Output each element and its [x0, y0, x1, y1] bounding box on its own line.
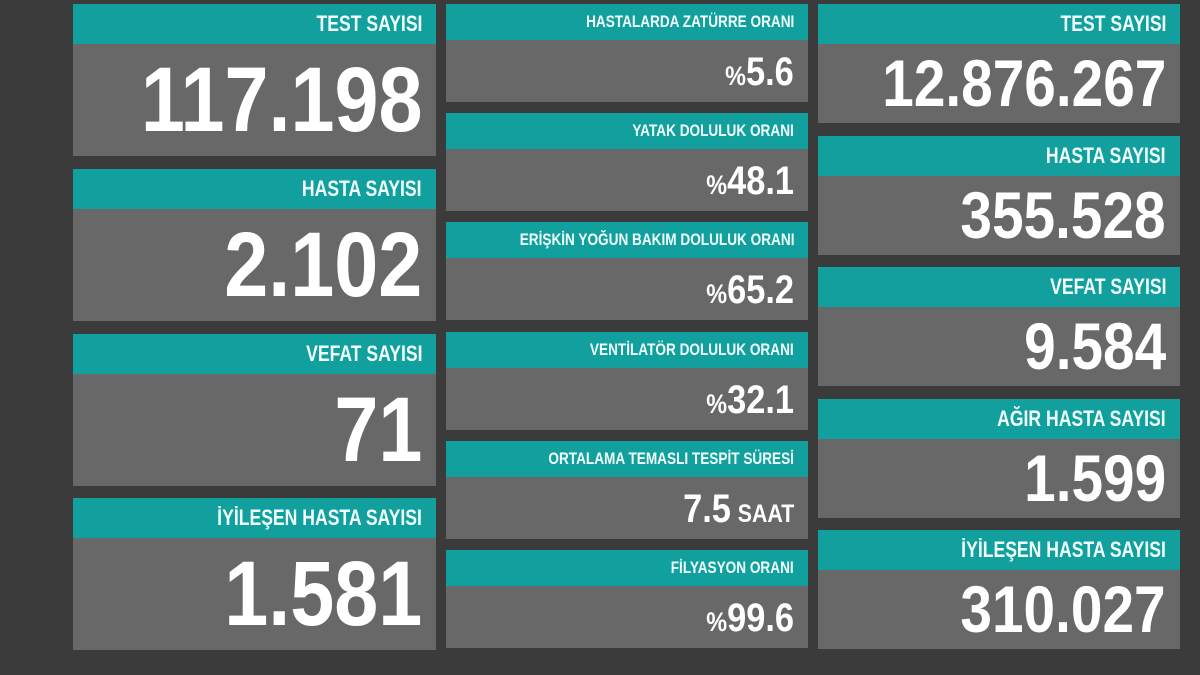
card-label: AĞIR HASTA SAYISI — [997, 406, 1166, 431]
card-value: %48.1 — [706, 161, 794, 201]
card-header: VEFAT SAYISI — [73, 334, 436, 374]
card-header: ERİŞKİN YOĞUN BAKIM DOLULUK ORANI — [446, 222, 808, 258]
value-unit: SAAT — [737, 501, 794, 528]
card-header: ORTALAMA TEMASLI TESPİT SÜRESİ — [446, 441, 808, 477]
card-value: 2.102 — [224, 219, 422, 311]
card-value: %99.6 — [706, 598, 794, 638]
daily-card: HASTA SAYISI 2.102 — [73, 169, 436, 321]
card-label: VEFAT SAYISI — [1049, 274, 1166, 299]
value-number: 1.581 — [223, 543, 422, 645]
value-number: 2.102 — [223, 214, 422, 316]
card-value: 355.528 — [961, 182, 1166, 248]
totals-card: VEFAT SAYISI 9.584 — [818, 267, 1180, 386]
rates-card: FİLYASYON ORANI %99.6 — [446, 550, 808, 648]
value-number: 117.198 — [140, 49, 422, 151]
card-label: TEST SAYISI — [316, 11, 422, 36]
card-header: YATAK DOLULUK ORANI — [446, 113, 808, 149]
percent-sign: % — [706, 278, 728, 309]
card-value: %32.1 — [706, 380, 794, 420]
card-label: ERİŞKİN YOĞUN BAKIM DOLULUK ORANI — [519, 230, 794, 249]
card-value: 1.599 — [1024, 445, 1166, 511]
card-header: HASTALARDA ZATÜRRE ORANI — [446, 4, 808, 40]
card-value: %65.2 — [706, 270, 794, 310]
card-header: İYİLEŞEN HASTA SAYISI — [73, 498, 436, 538]
rates-card: YATAK DOLULUK ORANI %48.1 — [446, 113, 808, 211]
card-header: AĞIR HASTA SAYISI — [818, 399, 1180, 439]
card-label: TEST SAYISI — [1060, 11, 1166, 36]
card-header: VEFAT SAYISI — [818, 267, 1180, 307]
totals-card: AĞIR HASTA SAYISI 1.599 — [818, 399, 1180, 518]
card-label: İYİLEŞEN HASTA SAYISI — [217, 505, 422, 530]
card-label: FİLYASYON ORANI — [671, 558, 794, 577]
card-value: 71 — [334, 384, 422, 476]
card-label: İYİLEŞEN HASTA SAYISI — [961, 537, 1166, 562]
card-header: TEST SAYISI — [73, 4, 436, 44]
card-value: 1.581 — [224, 548, 422, 640]
value-number: 310.027 — [960, 572, 1166, 646]
rates-card: ORTALAMA TEMASLI TESPİT SÜRESİ 7.5 SAAT — [446, 441, 808, 539]
daily-card: VEFAT SAYISI 71 — [73, 334, 436, 486]
card-value: 12.876.267 — [882, 50, 1166, 116]
card-value: 310.027 — [961, 576, 1166, 642]
card-label: VEFAT SAYISI — [305, 341, 422, 366]
card-value: 117.198 — [140, 54, 422, 146]
card-header: VENTİLATÖR DOLULUK ORANI — [446, 332, 808, 368]
value-number: 1.599 — [1023, 441, 1166, 515]
value-number: 12.876.267 — [881, 46, 1166, 120]
daily-card: İYİLEŞEN HASTA SAYISI 1.581 — [73, 498, 436, 650]
value-number: 7.5 — [682, 487, 731, 531]
totals-card: TEST SAYISI 12.876.267 — [818, 4, 1180, 123]
card-label: HASTA SAYISI — [302, 176, 422, 201]
value-number: 5.6 — [746, 50, 794, 94]
totals-card: HASTA SAYISI 355.528 — [818, 136, 1180, 255]
daily-card: TEST SAYISI 117.198 — [73, 4, 436, 156]
card-value: %5.6 — [725, 52, 794, 92]
card-header: FİLYASYON ORANI — [446, 550, 808, 586]
card-label: ORTALAMA TEMASLI TESPİT SÜRESİ — [548, 449, 794, 468]
value-number: 32.1 — [727, 378, 794, 422]
percent-sign: % — [725, 60, 747, 91]
card-header: TEST SAYISI — [818, 4, 1180, 44]
card-label: HASTA SAYISI — [1046, 143, 1166, 168]
value-number: 355.528 — [960, 178, 1166, 252]
card-value: 7.5 SAAT — [683, 489, 794, 529]
card-header: HASTA SAYISI — [818, 136, 1180, 176]
value-number: 48.1 — [727, 159, 794, 203]
value-number: 9.584 — [1023, 309, 1166, 383]
value-number: 71 — [333, 379, 422, 481]
value-number: 65.2 — [727, 268, 794, 312]
rates-card: ERİŞKİN YOĞUN BAKIM DOLULUK ORANI %65.2 — [446, 222, 808, 320]
card-label: VENTİLATÖR DOLULUK ORANI — [590, 340, 794, 359]
card-label: YATAK DOLULUK ORANI — [632, 121, 794, 140]
percent-sign: % — [706, 606, 728, 637]
percent-sign: % — [706, 169, 728, 200]
rates-card: HASTALARDA ZATÜRRE ORANI %5.6 — [446, 4, 808, 102]
totals-card: İYİLEŞEN HASTA SAYISI 310.027 — [818, 530, 1180, 649]
value-number: 99.6 — [727, 596, 794, 640]
card-label: HASTALARDA ZATÜRRE ORANI — [585, 12, 794, 31]
card-value: 9.584 — [1024, 313, 1166, 379]
rates-card: VENTİLATÖR DOLULUK ORANI %32.1 — [446, 332, 808, 430]
percent-sign: % — [706, 388, 728, 419]
card-header: HASTA SAYISI — [73, 169, 436, 209]
card-header: İYİLEŞEN HASTA SAYISI — [818, 530, 1180, 570]
